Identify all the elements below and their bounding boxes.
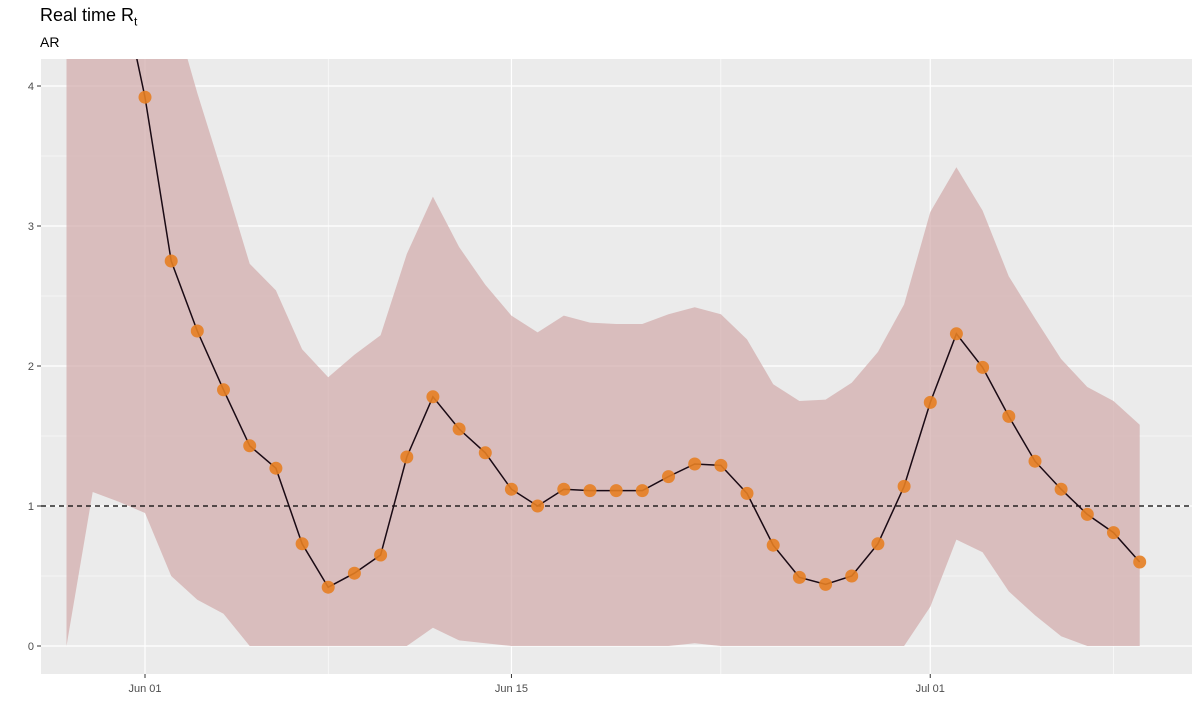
credible-interval-ribbon — [66, 59, 1140, 646]
y-tick-label: 0 — [28, 641, 34, 653]
rt-point — [504, 482, 518, 496]
rt-point — [164, 254, 178, 268]
rt-point — [243, 439, 257, 453]
chart-title-subscript: t — [134, 14, 138, 29]
rt-point — [478, 446, 492, 460]
rt-point — [792, 570, 806, 584]
rt-point — [897, 479, 911, 493]
rt-point — [1002, 409, 1016, 423]
x-tick-label: Jul 01 — [916, 683, 945, 695]
rt-point — [295, 537, 309, 551]
y-axis: 0 1 2 3 4 — [28, 81, 41, 653]
rt-point — [740, 486, 754, 500]
rt-point — [1028, 454, 1042, 468]
y-tick-label: 2 — [28, 361, 34, 373]
rt-point — [1054, 482, 1068, 496]
rt-point — [321, 580, 335, 594]
rt-point — [269, 461, 283, 475]
rt-point — [557, 482, 571, 496]
x-tick-label: Jun 15 — [495, 683, 528, 695]
rt-point — [400, 450, 414, 464]
rt-series-line — [136, 59, 1141, 589]
rt-point — [583, 484, 597, 498]
rt-point — [1133, 555, 1147, 569]
rt-point — [426, 390, 440, 404]
rt-point — [452, 422, 466, 436]
rt-point — [609, 484, 623, 498]
y-tick-label: 1 — [28, 501, 34, 513]
y-tick-label: 3 — [28, 221, 34, 233]
rt-point — [635, 484, 649, 498]
chart-title: Real time Rt — [40, 5, 137, 29]
rt-point — [138, 90, 152, 104]
rt-point — [662, 470, 675, 484]
rt-point — [1107, 526, 1120, 540]
rt-point — [531, 499, 545, 513]
rt-point — [766, 538, 780, 552]
x-tick-label: Jun 01 — [128, 683, 161, 695]
chart-title-text: Real time R — [40, 5, 135, 25]
rt-point — [845, 569, 859, 583]
rt-point — [374, 548, 388, 562]
y-tick-label: 4 — [28, 81, 34, 93]
rt-point — [923, 395, 937, 409]
rt-point — [976, 360, 990, 374]
rt-point — [190, 324, 204, 338]
rt-point — [949, 327, 963, 341]
rt-point — [819, 577, 833, 591]
rt-points — [138, 90, 1147, 594]
chart-subtitle: AR — [40, 34, 60, 50]
x-axis: Jun 01 Jun 15 Jul 01 — [128, 674, 945, 695]
rt-point — [217, 383, 230, 397]
rt-point — [347, 566, 361, 580]
rt-point — [871, 537, 885, 551]
rt-point — [688, 457, 702, 471]
rt-point — [714, 458, 728, 472]
rt-point — [1080, 507, 1094, 521]
